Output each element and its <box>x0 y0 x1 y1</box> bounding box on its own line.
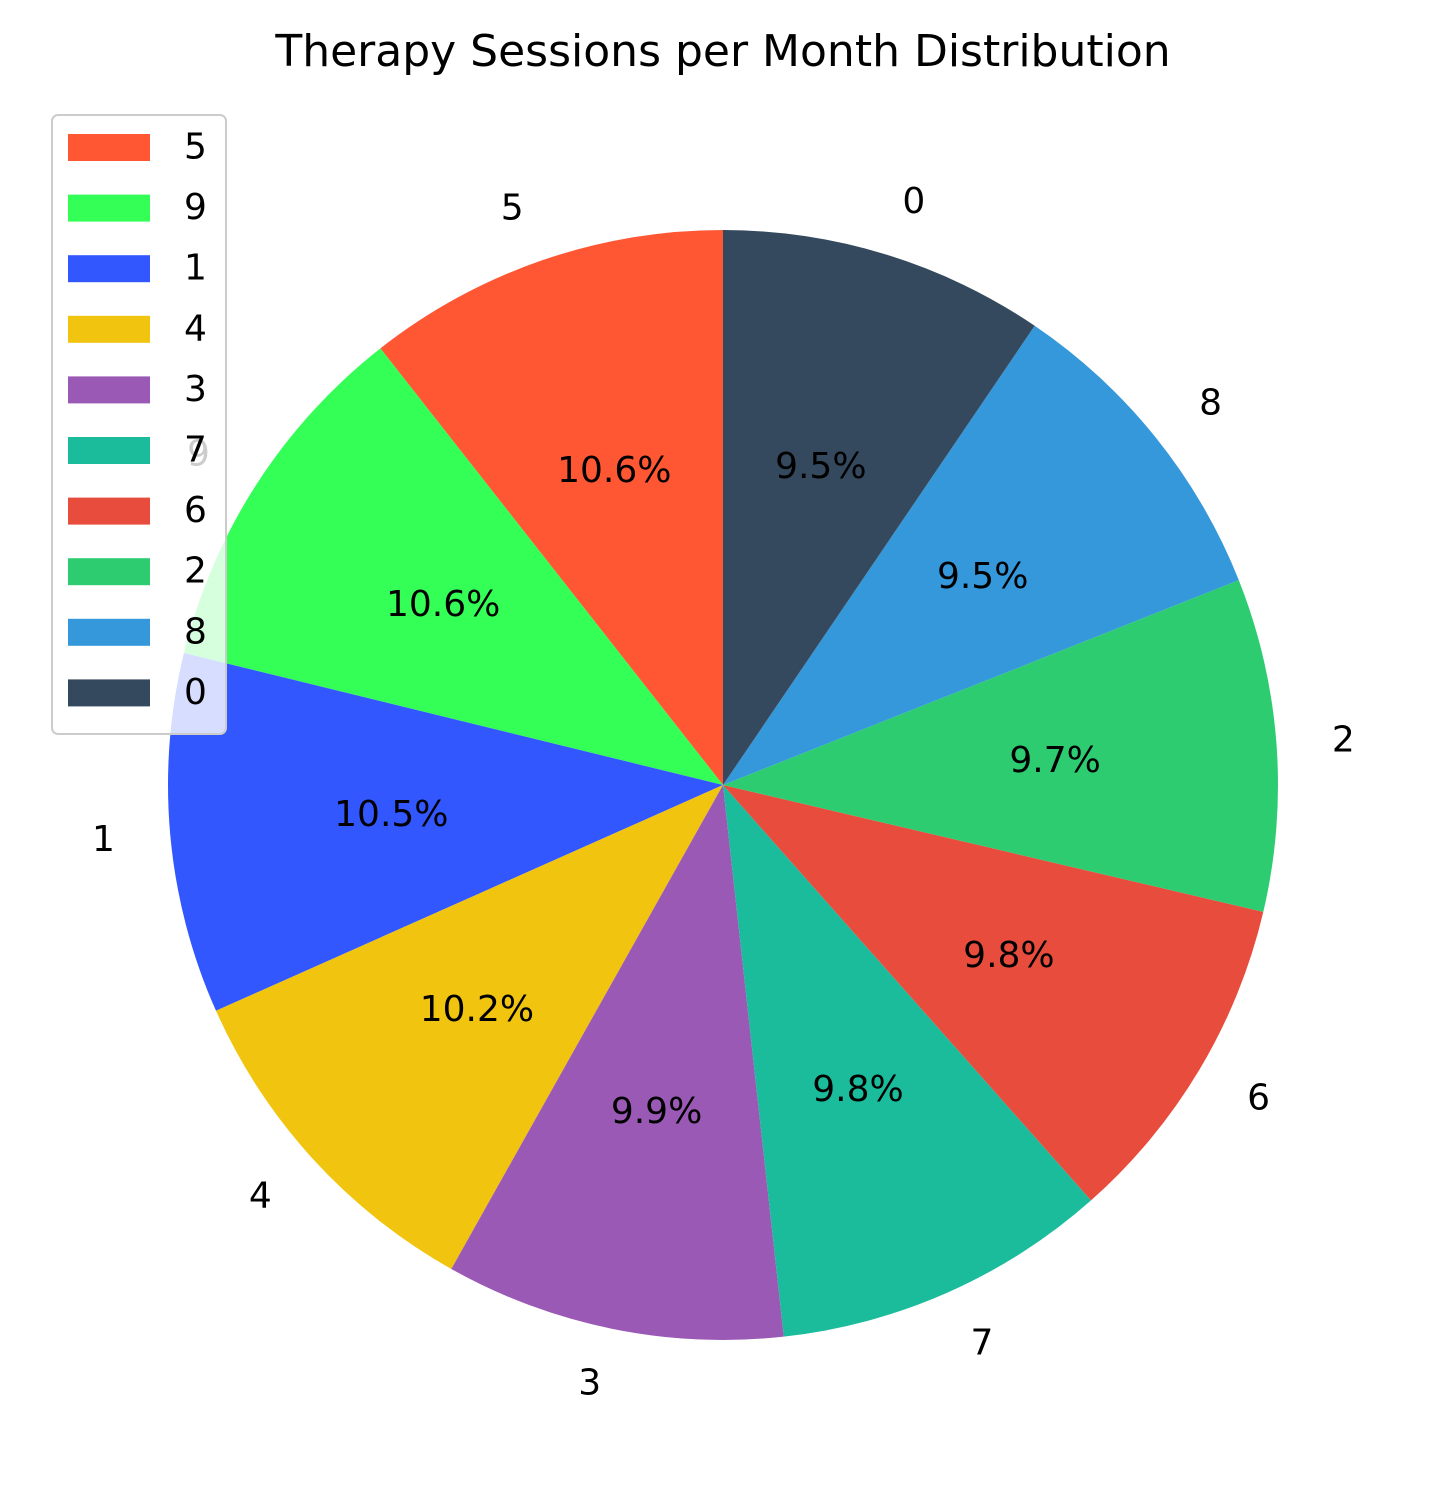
percent-label-2: 9.7% <box>1009 740 1100 781</box>
slice-label-5: 5 <box>501 187 524 228</box>
percent-label-5: 10.6% <box>557 450 671 491</box>
pie-slice-0 <box>723 230 1035 785</box>
pie-slices <box>167 230 1278 1340</box>
legend-swatch-8 <box>68 618 150 646</box>
percent-label-4: 10.2% <box>420 989 534 1030</box>
legend-items: 5 9 1 4 3 7 6 2 8 0 <box>68 127 207 713</box>
slice-label-0: 0 <box>902 181 925 222</box>
legend-label-5: 5 <box>184 127 207 168</box>
legend-label-9: 9 <box>184 187 207 228</box>
legend-label-1: 1 <box>184 248 207 289</box>
pie-slice-8 <box>723 325 1239 785</box>
legend-swatch-5 <box>68 134 150 161</box>
percent-labels: 10.6% 10.6% 10.5% 10.2% 9.9% 9.8% 9.8% 9.7% 9.5%… <box>334 446 1101 1132</box>
pie-slice-7 <box>723 785 1092 1337</box>
pie-slice-4 <box>216 785 723 1269</box>
legend-label-7: 7 <box>184 430 207 471</box>
percent-label-3: 9.9% <box>611 1091 702 1132</box>
slice-label-7: 7 <box>970 1323 993 1364</box>
pie-slice-9 <box>183 348 723 785</box>
slice-label-6: 6 <box>1247 1077 1270 1118</box>
slice-label-8: 8 <box>1199 382 1222 423</box>
legend-swatch-3 <box>68 376 150 404</box>
legend: 5 9 1 4 3 7 6 2 8 0 <box>51 114 227 735</box>
legend-label-8: 8 <box>184 611 207 652</box>
legend-swatch-1 <box>68 255 150 283</box>
legend-swatch-9 <box>68 194 150 222</box>
pie-slice-1 <box>167 653 723 1011</box>
legend-label-3: 3 <box>184 369 207 410</box>
legend-swatch-7 <box>68 437 150 464</box>
pie-slice-3 <box>451 785 784 1340</box>
percent-label-1: 10.5% <box>334 794 448 835</box>
slice-label-4: 4 <box>249 1176 272 1217</box>
legend-swatch-0 <box>68 679 150 707</box>
chart-title: Therapy Sessions per Month Distribution <box>274 26 1170 77</box>
legend-swatch-2 <box>68 558 150 586</box>
pie-slice-6 <box>723 785 1264 1201</box>
slice-label-1: 1 <box>92 819 115 860</box>
legend-label-4: 4 <box>184 308 207 349</box>
percent-label-0: 9.5% <box>775 446 866 487</box>
pie-slice-5 <box>380 230 723 785</box>
slice-label-3: 3 <box>578 1363 601 1404</box>
legend-label-2: 2 <box>184 551 207 592</box>
percent-label-6: 9.8% <box>963 935 1054 976</box>
slice-label-2: 2 <box>1332 720 1355 761</box>
legend-swatch-4 <box>68 315 150 343</box>
percent-label-9: 10.6% <box>386 584 500 625</box>
legend-label-6: 6 <box>184 490 207 531</box>
percent-label-7: 9.8% <box>812 1069 903 1110</box>
pie-slice-2 <box>723 580 1278 912</box>
percent-label-8: 9.5% <box>937 556 1028 597</box>
legend-swatch-6 <box>68 497 150 525</box>
legend-label-0: 0 <box>184 672 207 713</box>
